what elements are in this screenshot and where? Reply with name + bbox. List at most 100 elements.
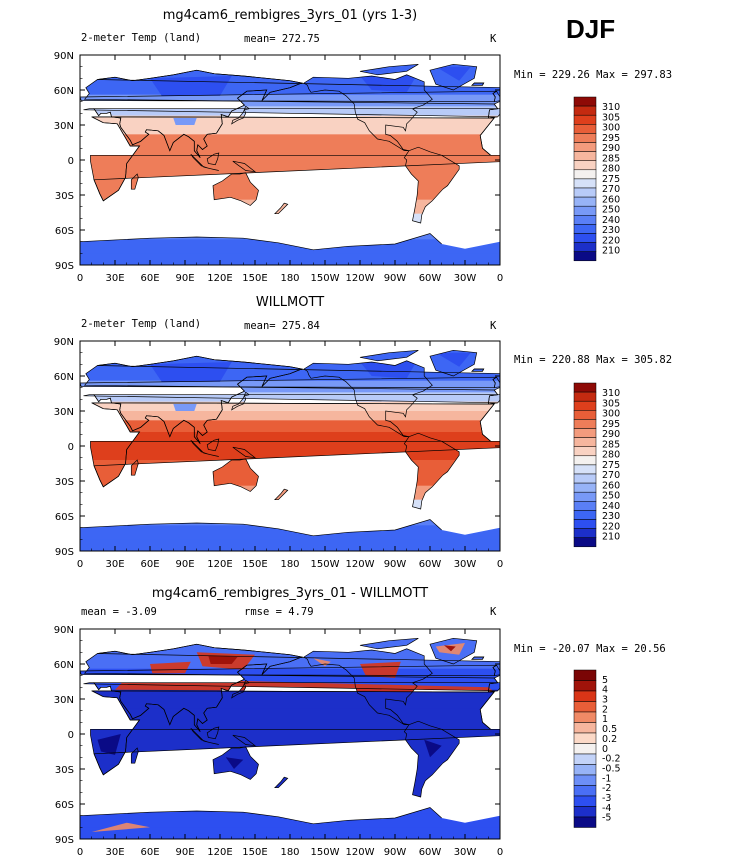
coastline-namerica [303,74,433,152]
diff-band [80,827,500,839]
x-tick-label: 60E [140,559,159,570]
x-tick-label: 90E [175,559,194,570]
colorbar-swatch [573,537,597,548]
colorbar-label: 290 [602,429,620,440]
y-tick-label: 0 [68,156,74,167]
colorbar-label: 285 [602,153,620,164]
x-tick-label: 150E [242,273,267,284]
coastline-namerica [303,360,433,438]
coastline-newguinea [232,446,257,459]
colorbar-label: 285 [602,439,620,450]
colorbar-label: 250 [602,205,620,216]
cold-region [360,358,419,379]
coastline-uk-wrap [492,664,500,677]
y-tick-label: 30S [55,765,74,776]
colorbar-label: 300 [602,409,620,420]
temperature-band [80,106,500,117]
x-tick-label: 30E [105,273,124,284]
y-tick-label: 90S [55,835,74,846]
x-tick-label: 90W [384,559,407,570]
colorbar-label: -3 [602,793,611,804]
temperature-band [80,134,500,147]
colorbar-swatch [573,169,597,180]
warm-bias-region [150,661,191,674]
colorbar-swatch [573,795,597,807]
colorbar-swatch [573,233,597,243]
colorbar-label: 240 [602,215,620,226]
x-tick-label: 150E [242,559,267,570]
x-tick-label: 90E [175,847,194,858]
coastline-arctic_isl [359,63,419,76]
coastline-samerica [403,432,460,510]
panel-3-right-label: K [490,606,497,618]
temperature-band [80,411,500,421]
strong-cold-bias-region [97,734,121,755]
x-tick-label: 30W [454,847,477,858]
coastline-madagascar [130,459,139,476]
colorbar-swatch [573,501,597,511]
coastline-iceland-wrap [471,656,485,660]
colorbar-swatch [573,124,597,134]
panel-1-center-label: mean= 272.75 [244,33,320,45]
coastline-australia [212,172,259,206]
map-panel-2: 0 30E 60E 90E 120E 150E 180 150W 120W 90W 60W 30W 09… [54,337,503,570]
x-tick-label: 180 [280,273,299,284]
colorbar-label: -0.5 [602,763,621,774]
colorbar-label: 270 [602,184,620,195]
x-tick-label: 60W [419,847,442,858]
x-tick-label: 120W [346,559,375,570]
cold-region [435,66,471,81]
x-tick-label: 30E [105,559,124,570]
y-tick-label: 30N [54,407,74,418]
map-panel-3: 0 30E 60E 90E 120E 150E 180 150W 120W 90W 60W 30W 09… [54,625,503,858]
y-tick-label: 90N [54,625,74,636]
y-tick-label: 90N [54,337,74,348]
panel-2-title: WILLMOTT [255,295,325,310]
colorbar-label: 1 [602,714,608,725]
coastline-antarctica [80,519,442,537]
colorbar-swatch [573,732,597,744]
colorbar-label: 310 [602,102,620,113]
coastline-arctic_isl [359,637,419,650]
coastlines-3 [80,637,500,825]
panel-1-minmax: Min = 229.26 Max = 297.83 [514,69,673,81]
tibet-region [173,404,197,411]
panel-3-left-label: mean = -3.09 [81,606,157,618]
colorbar-swatch [573,528,597,538]
colorbar-label: -5 [602,813,611,824]
colorbar-swatch [573,133,597,143]
colorbar-label: -0.2 [602,754,621,765]
coastline-europe_asia-wrap [93,643,500,732]
colorbar-label: 295 [602,133,620,144]
colorbar-swatch [573,242,597,252]
colorbar-swatch [573,437,597,447]
diff-band [80,720,500,735]
colorbar-swatch [573,187,597,198]
colorbar-swatch [573,114,597,125]
coastline-borneo [206,438,220,452]
colorbar-swatch [573,251,597,262]
colorbar-swatch [573,701,597,713]
colorbar-swatch [573,178,597,189]
panel-3-center-label: rmse = 4.79 [244,606,314,618]
colorbar-label: 270 [602,470,620,481]
panel-1-right-label: K [490,33,497,45]
x-tick-label: 30E [105,847,124,858]
cold-region [150,76,232,96]
x-tick-label: 120W [346,273,375,284]
coastline-iceland-wrap [471,368,485,372]
coastline-nz [273,776,289,789]
colorbar-swatch [573,215,597,225]
colorbar-swatch [573,400,597,411]
colorbar-swatch [573,205,597,216]
cold-region [360,72,419,93]
colorbar-label: 280 [602,164,620,175]
coastlines-2 [80,349,500,537]
coastline-indonesia [190,153,219,171]
coastline-europe_asia-wrap [93,69,500,158]
x-tick-label: 0 [497,273,503,284]
x-tick-label: 120E [207,559,232,570]
colorbar-label: -2 [602,783,611,794]
x-tick-label: 150E [242,847,267,858]
colorbar-label: 280 [602,450,620,461]
